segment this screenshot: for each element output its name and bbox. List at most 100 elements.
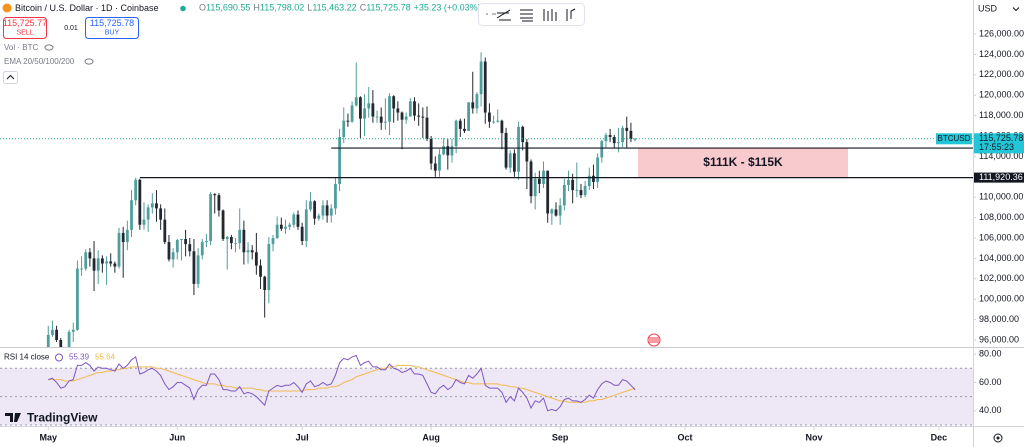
- candle-body: [592, 175, 595, 182]
- candle-body: [346, 120, 350, 122]
- candle-body: [292, 214, 296, 225]
- candle-body: [600, 141, 604, 158]
- candle-body: [354, 97, 358, 106]
- candle-body: [329, 208, 333, 216]
- drawing-toolbar: [478, 3, 585, 26]
- x-tick-label: Jul: [296, 432, 309, 442]
- x-tick-label: Dec: [931, 432, 948, 442]
- candle-body: [238, 229, 242, 244]
- y-tick-label: 114,000.00: [979, 151, 1023, 161]
- candle-body: [105, 261, 108, 264]
- candle-body: [508, 153, 512, 168]
- symbol-tag-label: BTCUSD: [938, 134, 971, 143]
- candle-body: [188, 244, 192, 252]
- candle-body: [413, 101, 416, 116]
- candle-body: [546, 170, 550, 214]
- candle-body: [192, 251, 196, 284]
- candle-body: [583, 185, 587, 196]
- logo-text[interactable]: TradingView: [27, 411, 98, 425]
- candle-body: [571, 179, 575, 191]
- candle-body: [525, 142, 529, 162]
- candle-body: [621, 127, 624, 143]
- y-tick-label: 104,000.00: [979, 253, 1024, 263]
- candle-body: [92, 258, 96, 271]
- candle-body: [246, 250, 250, 253]
- candle-body: [367, 103, 371, 109]
- y-tick-label: 106,000.00: [979, 232, 1024, 242]
- candle-body: [442, 146, 446, 155]
- price-tag-label: 115,725.78: [979, 133, 1023, 143]
- rsi-pane: [0, 354, 973, 426]
- y-tick-label: 118,000.00: [979, 110, 1023, 120]
- candle-body: [59, 340, 63, 347]
- collapse-button[interactable]: [3, 71, 18, 84]
- candle-body: [217, 195, 221, 211]
- eye-icon[interactable]: [44, 44, 54, 51]
- candle-body: [533, 178, 537, 197]
- y-tick-label: 102,000.00: [979, 273, 1024, 283]
- overlay: 126,000.00 124,000.00 122,000.00 120,000.00…: [40, 28, 1024, 442]
- price-tag: [974, 133, 1024, 154]
- indicator-label[interactable]: EMA 20/50/100/200: [4, 57, 75, 66]
- pattern-tool[interactable]: [543, 9, 557, 21]
- ohlc-value: 115,690.55: [206, 3, 250, 13]
- symbol-title[interactable]: Bitcoin / U.S. Dollar · 1D · Coinbase: [15, 3, 159, 13]
- rsi-title[interactable]: RSI 14 close: [4, 353, 50, 362]
- settings-icon[interactable]: [993, 433, 1003, 443]
- candle-body: [300, 226, 304, 242]
- ohlc-value: 115,725.78: [366, 3, 410, 13]
- ohlc-value: 115,463.22: [312, 3, 356, 13]
- candle-body: [617, 142, 620, 144]
- candle-body: [71, 329, 75, 332]
- candle-body: [383, 121, 387, 123]
- rsi-line: [48, 354, 636, 412]
- market-status: [180, 5, 186, 12]
- symbol-tag: [936, 133, 972, 145]
- y-tick-label: 80.00: [979, 348, 1002, 358]
- candle-body: [121, 232, 125, 243]
- candle-body: [375, 116, 379, 118]
- x-tick-label: Sep: [552, 432, 569, 442]
- candle-body: [325, 205, 329, 216]
- eye-icon[interactable]: [84, 58, 94, 65]
- candle-body: [604, 134, 608, 142]
- candle-body: [500, 120, 504, 133]
- indicator-label[interactable]: Vol · BTC: [4, 43, 38, 52]
- candle-body: [454, 120, 458, 147]
- candle-body: [575, 190, 579, 191]
- trend-tool[interactable]: [496, 9, 511, 21]
- logo-icon: [5, 413, 21, 422]
- candle-body: [134, 179, 138, 201]
- x-tick-label: Aug: [422, 432, 440, 442]
- currency[interactable]: USD: [978, 3, 998, 13]
- candle-body: [229, 236, 233, 244]
- candle-body: [371, 103, 375, 117]
- candle-body: [587, 175, 591, 186]
- candle-body: [109, 261, 113, 264]
- candle-body: [512, 153, 516, 172]
- measure-tool[interactable]: [566, 8, 576, 21]
- candle-body: [76, 268, 79, 330]
- candle-body: [529, 161, 533, 197]
- candle-body: [96, 258, 100, 271]
- candle-body: [475, 94, 479, 109]
- candle-body: [488, 112, 491, 122]
- candle-body: [100, 258, 104, 264]
- candle-body: [209, 194, 212, 242]
- ohlc-key: L: [307, 3, 312, 13]
- candle-body: [425, 117, 429, 140]
- candle-body: [363, 108, 366, 119]
- candle-body: [46, 334, 50, 347]
- candle-body: [392, 96, 396, 109]
- y-tick-label: 100,000.00: [979, 294, 1024, 304]
- candle-body: [338, 137, 341, 184]
- candle-body: [438, 154, 441, 171]
- candle-body: [408, 101, 412, 117]
- candle-body: [562, 184, 566, 206]
- buy-label: BUY: [105, 29, 120, 36]
- sell-button[interactable]: [3, 17, 47, 39]
- candle-body: [317, 215, 321, 219]
- fib-tool[interactable]: [520, 9, 533, 22]
- buy-button[interactable]: [85, 17, 139, 39]
